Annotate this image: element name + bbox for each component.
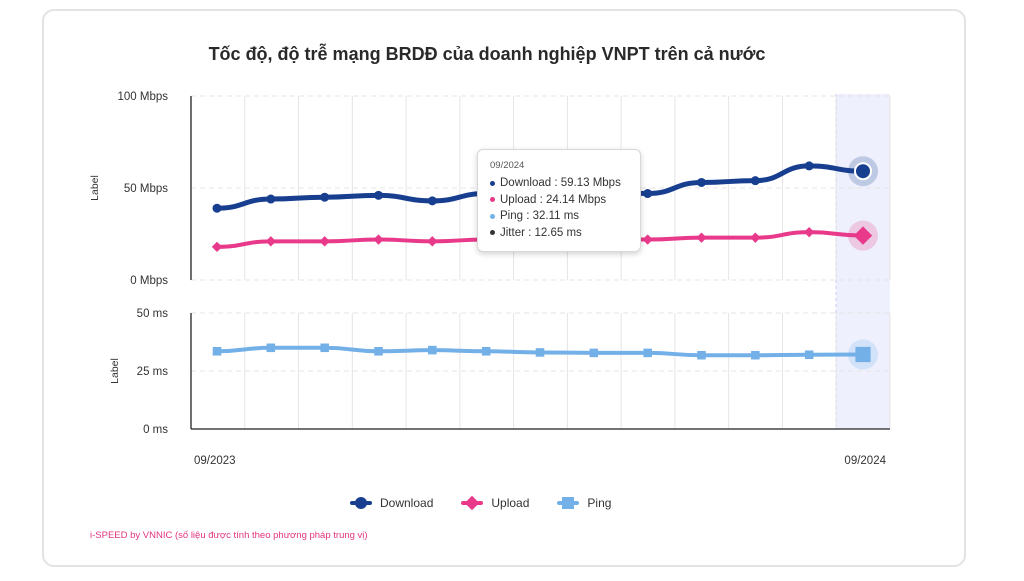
data-point-download [374,190,383,200]
tooltip-upload-value: Upload : 24.14 Mbps [500,193,607,206]
data-point-upload [373,234,384,245]
tooltip-title: 09/2024 [490,160,525,171]
tooltip-row-ping: Ping : 32.11 ms [490,208,628,225]
y-tick-label: 0 ms [143,424,168,436]
tooltip-ping-value: Ping : 32.11 ms [500,210,580,222]
download-dot-icon [490,180,495,186]
data-point-upload [211,241,223,253]
data-point-ping [320,343,329,353]
y-tick-label: 50 ms [137,308,169,320]
tooltip-row-download: Download : 59.13 Mbps [490,175,628,192]
data-point-upload [427,236,438,247]
chart-title: Tốc độ, độ trễ mạng BRDĐ của doanh nghiệ… [208,44,766,64]
data-point-ping [212,347,222,356]
upload-dot-icon [490,197,495,203]
data-point-download [854,162,872,181]
tooltip-jitter-value: Jitter : 12.65 ms [500,226,582,239]
data-point-download [320,192,330,202]
legend-label-download: Download [380,496,434,510]
data-point-download [266,194,276,204]
ping-legend-icon [557,497,580,509]
data-point-download [427,196,437,206]
data-point-upload [319,236,330,247]
tooltip-row-jitter: Jitter : 12.65 ms [490,225,628,242]
data-point-ping [428,345,437,355]
data-point-ping [804,350,814,360]
footnote: i-SPEED by VNNIC (số liệu được tính theo… [90,530,368,541]
data-point-ping [589,348,599,358]
upload-legend-icon [461,495,484,511]
data-point-ping [266,343,276,353]
data-point-upload [642,234,653,245]
legend-label-upload: Upload [491,496,530,510]
legend-item-ping[interactable]: Ping [557,496,611,510]
data-point-download [697,177,706,187]
data-point-download [212,203,222,213]
data-point-ping [751,350,760,360]
data-point-upload [803,226,815,238]
y-axis-title: Label [89,175,101,201]
data-point-download [643,189,653,199]
ping-dot-icon [490,213,495,219]
download-legend-icon [350,497,372,509]
data-point-ping [374,347,383,356]
jitter-dot-icon [490,230,495,236]
chart-legend: Download Upload Ping [350,495,611,511]
data-point-ping [643,348,652,358]
chart-tooltip: 09/2024 Download : 59.13 Mbps Upload : 2… [477,149,641,252]
y-tick-label: 50 Mbps [124,183,168,195]
tooltip-row-upload: Upload : 24.14 Mbps [490,192,628,209]
highlight-band [836,94,890,429]
legend-item-upload[interactable]: Upload [461,495,530,511]
y-tick-label: 25 ms [137,366,169,378]
data-point-upload [265,236,277,247]
data-point-ping [535,348,545,357]
legend-label-ping: Ping [587,496,612,510]
data-point-upload [696,232,707,243]
tooltip-download-value: Download : 59.13 Mbps [500,177,621,189]
y-tick-label: 100 Mbps [117,91,168,103]
data-point-upload [750,232,761,243]
data-point-ping [697,350,706,360]
chart-card [42,9,966,567]
y-axis-title: Label [109,358,121,384]
legend-item-download[interactable]: Download [350,496,433,510]
data-point-upload [853,226,873,245]
data-point-download [804,161,814,171]
x-tick-label: 09/2024 [844,455,886,467]
y-tick-label: 0 Mbps [130,275,168,287]
data-point-ping [855,346,871,363]
x-tick-label: 09/2023 [194,455,236,467]
data-point-download [750,176,760,186]
data-point-ping [481,347,491,356]
